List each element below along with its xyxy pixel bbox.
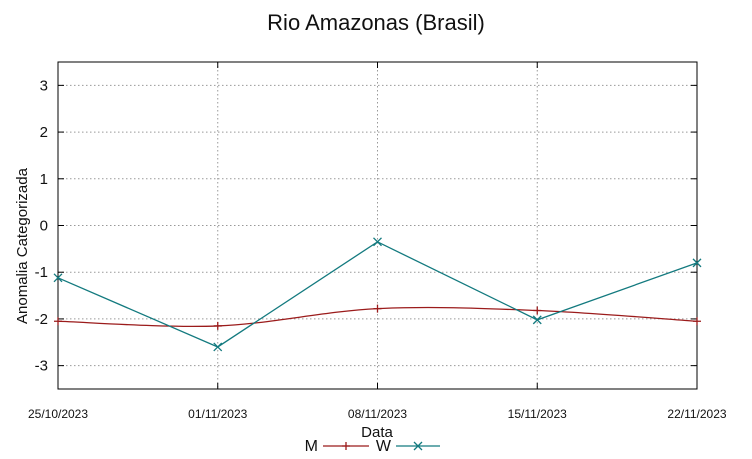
y-tick-label: -2: [35, 311, 48, 328]
data-point-m: [533, 306, 542, 315]
data-point-w: [213, 342, 223, 352]
x-tick-label: 08/11/2023: [348, 407, 407, 421]
x-tick-label: 01/11/2023: [188, 407, 247, 421]
data-point-m: [373, 304, 382, 313]
grid: [57, 62, 698, 389]
data-point-m: [693, 317, 701, 326]
legend-marker: [342, 442, 350, 450]
x-axis: 25/10/2023 01/11/2023 08/11/2023 15/11/2023…: [28, 62, 727, 421]
series: [53, 237, 702, 352]
legend-item-w: W: [376, 438, 440, 455]
legend-label: W: [376, 438, 392, 455]
y-tick-label: 0: [40, 218, 48, 235]
legend-item-m: M: [305, 438, 369, 455]
legend-marker: [413, 441, 423, 451]
y-axis-label: Anomalia Categorizada: [14, 167, 31, 324]
data-point-m: [54, 317, 62, 326]
data-point-w: [373, 237, 382, 247]
chart-title: Rio Amazonas (Brasil): [267, 10, 485, 35]
x-tick-label: 15/11/2023: [508, 407, 567, 421]
data-point-w: [692, 258, 702, 268]
legend-label: M: [305, 438, 318, 455]
data-point-m: [213, 321, 222, 330]
x-tick-label: 25/10/2023: [28, 407, 88, 421]
data-point-w: [53, 273, 63, 283]
y-tick-label: -1: [35, 264, 48, 281]
x-axis-label: Data: [361, 424, 393, 441]
y-tick-label: 3: [40, 77, 48, 94]
data-point-w: [532, 315, 542, 325]
series-m: [54, 304, 701, 330]
x-tick-label: 22/11/2023: [667, 407, 726, 421]
series-w: [53, 237, 702, 352]
y-tick-label: -3: [35, 358, 48, 375]
y-axis: 3 2 1 0 -1 -2 -3: [35, 77, 697, 375]
y-tick-label: 1: [40, 171, 48, 188]
y-tick-label: 2: [40, 124, 48, 141]
